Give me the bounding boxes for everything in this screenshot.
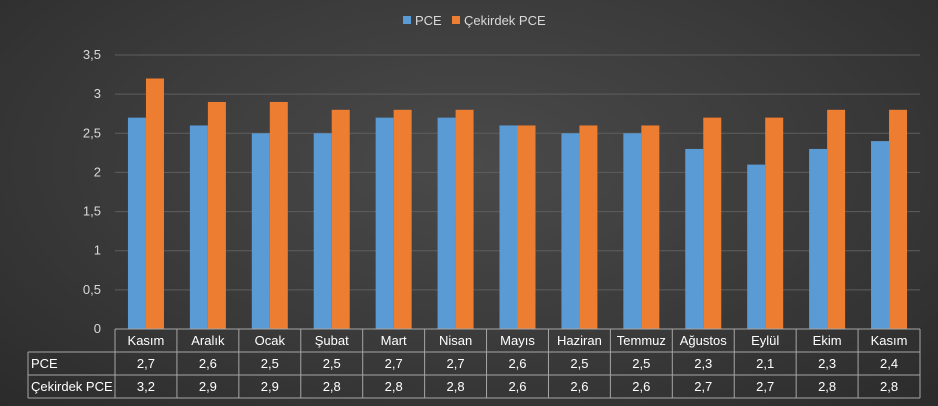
y-tick-label: 0,5 xyxy=(83,282,101,297)
bar-cekirdek-pce xyxy=(827,109,846,329)
data-label: 2,5 xyxy=(570,356,588,371)
legend-label: Çekirdek PCE xyxy=(464,13,546,28)
data-label: 2,7 xyxy=(756,379,774,394)
x-tick-label: Mayıs xyxy=(500,333,535,348)
data-label: 2,5 xyxy=(261,356,279,371)
legend-swatch xyxy=(452,16,460,24)
bar-pce xyxy=(127,117,146,329)
data-label: 2,7 xyxy=(385,356,403,371)
x-tick-label: Kasım xyxy=(128,333,165,348)
bar-pce xyxy=(871,141,890,329)
x-tick-label: Temmuz xyxy=(617,333,666,348)
y-tick-label: 2,5 xyxy=(83,125,101,140)
data-label: 2,3 xyxy=(818,356,836,371)
bar-pce xyxy=(685,148,704,329)
data-label: 2,8 xyxy=(818,379,836,394)
x-tick-label: Nisan xyxy=(439,333,472,348)
y-tick-label: 1 xyxy=(94,243,101,258)
bar-cekirdek-pce xyxy=(889,109,908,329)
data-label: 2,7 xyxy=(694,379,712,394)
bar-cekirdek-pce xyxy=(455,109,474,329)
bar-pce xyxy=(375,117,394,329)
data-label: 2,5 xyxy=(323,356,341,371)
bar-pce xyxy=(499,125,518,329)
bars xyxy=(127,78,908,329)
bar-cekirdek-pce xyxy=(703,117,722,329)
data-label: 2,8 xyxy=(323,379,341,394)
data-label: 2,6 xyxy=(199,356,217,371)
x-tick-label: Eylül xyxy=(751,333,779,348)
y-tick-label: 3,5 xyxy=(83,47,101,62)
y-tick-label: 3 xyxy=(94,86,101,101)
y-tick-label: 0 xyxy=(94,321,101,336)
x-tick-label: Şubat xyxy=(315,333,349,348)
bar-cekirdek-pce xyxy=(517,125,536,329)
legend: PCE Çekirdek PCE xyxy=(403,13,546,28)
bar-pce xyxy=(251,133,270,329)
data-label: 2,9 xyxy=(261,379,279,394)
bar-pce xyxy=(313,133,332,329)
bar-pce xyxy=(809,148,828,329)
bar-pce xyxy=(623,133,642,329)
bar-cekirdek-pce xyxy=(579,125,598,329)
table-row-label: Çekirdek PCE xyxy=(31,379,113,394)
table-row-label: PCE xyxy=(31,356,58,371)
bar-cekirdek-pce xyxy=(145,78,164,329)
data-table: Kasım Aralık Ocak Şubat Mart Nisan Mayıs Hazira… xyxy=(27,328,921,399)
data-label: 2,8 xyxy=(880,379,898,394)
data-label: 2,3 xyxy=(694,356,712,371)
data-label: 2,5 xyxy=(632,356,650,371)
data-label: 2,8 xyxy=(385,379,403,394)
bar-cekirdek-pce xyxy=(765,117,784,329)
bar-pce xyxy=(437,117,456,329)
legend-label: PCE xyxy=(415,13,442,28)
bar-cekirdek-pce xyxy=(207,101,226,329)
x-tick-label: Aralık xyxy=(191,333,225,348)
x-tick-label: Ocak xyxy=(255,333,286,348)
x-tick-label: Ağustos xyxy=(680,333,727,348)
data-label: 2,6 xyxy=(508,356,526,371)
x-tick-label: Kasım xyxy=(871,333,908,348)
data-label: 2,7 xyxy=(447,356,465,371)
legend-swatch xyxy=(403,16,411,24)
data-label: 2,8 xyxy=(447,379,465,394)
bar-pce xyxy=(747,164,766,329)
data-label: 2,4 xyxy=(880,356,898,371)
data-label: 2,9 xyxy=(199,379,217,394)
bar-cekirdek-pce xyxy=(331,109,350,329)
bar-cekirdek-pce xyxy=(269,101,288,329)
bar-pce xyxy=(561,133,580,329)
data-label: 2,6 xyxy=(632,379,650,394)
data-label: 2,7 xyxy=(137,356,155,371)
data-label: 2,6 xyxy=(508,379,526,394)
bar-cekirdek-pce xyxy=(641,125,660,329)
bar-cekirdek-pce xyxy=(393,109,412,329)
y-tick-label: 2 xyxy=(94,164,101,179)
data-label: 2,1 xyxy=(756,356,774,371)
data-label: 3,2 xyxy=(137,379,155,394)
x-tick-label: Ekim xyxy=(813,333,842,348)
data-label: 2,6 xyxy=(570,379,588,394)
y-axis: 0 0,5 1 1,5 2 2,5 3 3,5 xyxy=(83,47,101,336)
bar-pce xyxy=(189,125,208,329)
x-tick-label: Haziran xyxy=(557,333,602,348)
y-tick-label: 1,5 xyxy=(83,204,101,219)
x-tick-label: Mart xyxy=(381,333,407,348)
